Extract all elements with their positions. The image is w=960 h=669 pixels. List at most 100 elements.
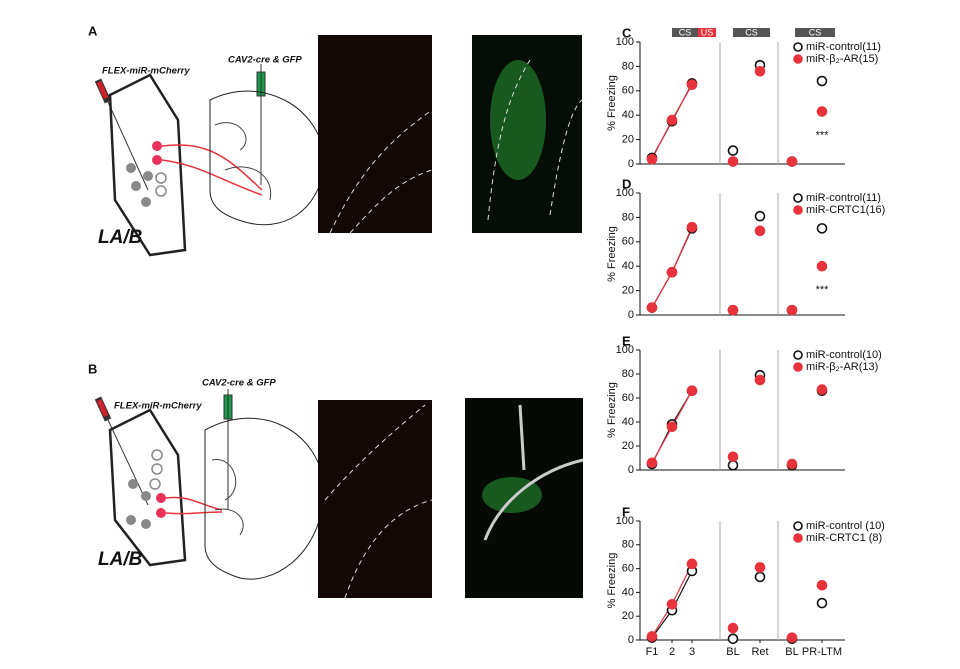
- x-tick-label: F1: [646, 646, 659, 658]
- legend-marker: [793, 350, 803, 360]
- brain-section: [214, 122, 272, 201]
- data-point: [754, 562, 766, 573]
- virus-label: FLEX-miR-mCherry: [102, 66, 190, 77]
- legend-marker: [793, 42, 803, 52]
- header-label: CS: [679, 27, 692, 37]
- y-tick-label: 60: [622, 563, 634, 575]
- legend-label: miR-β₂-AR(13): [806, 361, 878, 373]
- data-point: [816, 106, 828, 117]
- y-axis-label: % Freezing: [606, 226, 618, 282]
- panel-letter: C: [622, 25, 632, 40]
- data-point: [666, 421, 678, 433]
- la-b-outline: [108, 408, 187, 567]
- syringe: [256, 64, 266, 185]
- panel-a: A FLEX-miR-mCherry CAV2-cre & GFP LA/B: [88, 23, 583, 257]
- y-tick-label: 60: [622, 392, 634, 404]
- y-tick-label: 100: [616, 187, 634, 199]
- y-axis-label: % Freezing: [606, 553, 618, 609]
- panel-letter: F: [622, 504, 630, 519]
- panel-letter: E: [622, 333, 631, 348]
- y-tick-label: 80: [622, 368, 634, 380]
- legend-label: miR-CRTC1 (8): [806, 532, 882, 544]
- region-boundary: [483, 404, 584, 541]
- legend-marker: [793, 533, 803, 543]
- neurons: [126, 141, 167, 207]
- panel-letter: B: [88, 361, 97, 376]
- legend-marker: [793, 205, 803, 215]
- legend-marker: [793, 521, 803, 531]
- projection-arrows: [161, 144, 263, 196]
- y-tick-label: 100: [616, 515, 634, 527]
- brain-section: [204, 417, 326, 580]
- legend-label: miR-control(11): [806, 192, 881, 204]
- panel-b: B FLEX-miR-mCherry CAV2-cre & GFP LA/B: [88, 361, 584, 599]
- series-line: [671, 84, 693, 121]
- data-point: [786, 458, 798, 470]
- header-box: [698, 28, 716, 37]
- micrograph-mcherry: [318, 400, 432, 598]
- data-point: [754, 65, 766, 77]
- legend-marker: [793, 193, 803, 203]
- y-tick-label: 0: [628, 464, 634, 476]
- virus-label: CAV2-cre & GFP: [202, 378, 276, 389]
- data-point: [816, 75, 828, 87]
- x-tick-label: 2: [669, 646, 675, 658]
- data-point: [754, 210, 766, 222]
- data-point: [686, 558, 698, 570]
- legend-marker: [793, 54, 803, 64]
- y-tick-label: 100: [616, 344, 634, 356]
- panel-letter: D: [622, 176, 631, 191]
- y-tick-label: 60: [622, 85, 634, 97]
- data-point: [686, 79, 698, 90]
- data-point: [786, 156, 798, 167]
- header-label: CS: [745, 27, 758, 37]
- panel-letter: A: [88, 23, 98, 38]
- y-tick-label: 0: [628, 309, 634, 321]
- data-point: [727, 156, 739, 167]
- y-tick-label: 100: [616, 36, 634, 48]
- y-tick-label: 40: [622, 586, 634, 598]
- x-tick-label: Ret: [751, 646, 768, 658]
- y-tick-label: 20: [622, 134, 634, 146]
- header-box: [733, 28, 770, 37]
- y-tick-label: 40: [622, 260, 634, 272]
- data-point: [816, 223, 828, 234]
- data-point: [666, 266, 678, 278]
- series-line: [671, 226, 693, 273]
- significance: ***: [816, 129, 830, 141]
- la-b-outline: [108, 73, 187, 257]
- data-point: [786, 632, 798, 643]
- region-label: LA/B: [98, 227, 143, 248]
- y-tick-label: 20: [622, 610, 634, 622]
- data-point: [754, 571, 766, 583]
- data-point: [686, 221, 698, 233]
- x-tick-label: BL: [726, 646, 739, 658]
- x-tick-label: 3: [689, 646, 695, 658]
- series-line: [651, 272, 673, 308]
- y-tick-label: 40: [622, 109, 634, 121]
- data-point: [754, 225, 766, 237]
- neurons: [126, 449, 166, 529]
- data-point: [686, 385, 698, 397]
- data-point: [727, 451, 739, 463]
- y-tick-label: 0: [628, 634, 634, 646]
- legend-label: miR-control (10): [806, 520, 885, 532]
- x-tick-label: BL: [785, 646, 798, 658]
- header-box: [795, 28, 835, 37]
- header-box: [672, 28, 698, 37]
- syringe: [223, 389, 233, 510]
- brain-section: [209, 90, 326, 226]
- y-tick-label: 80: [622, 60, 634, 72]
- y-tick-label: 20: [622, 285, 634, 297]
- series-line: [651, 119, 673, 160]
- region-boundary: [324, 404, 433, 599]
- y-tick-label: 20: [622, 440, 634, 452]
- y-tick-label: 80: [622, 211, 634, 223]
- brain-section: [211, 459, 244, 536]
- data-point: [666, 114, 678, 126]
- y-tick-label: 0: [628, 158, 634, 170]
- data-point: [666, 598, 678, 610]
- data-point: [816, 384, 828, 395]
- header-label: US: [701, 27, 714, 37]
